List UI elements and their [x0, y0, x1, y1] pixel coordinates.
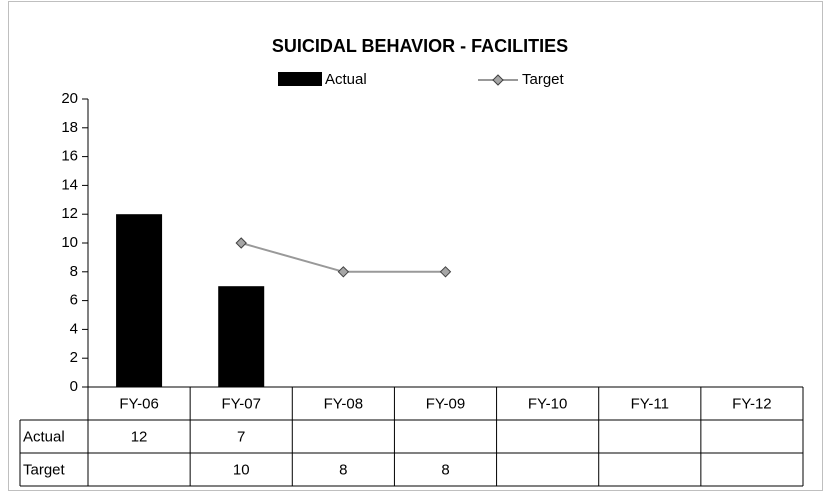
legend-swatch	[278, 72, 322, 86]
target-marker	[235, 237, 247, 249]
y-tick-label: 12	[61, 205, 78, 222]
x-tick-label: FY-09	[426, 395, 465, 412]
y-tick-label: 0	[70, 378, 78, 395]
chart-title: SUICIDAL BEHAVIOR - FACILITIES	[272, 36, 568, 56]
y-tick-label: 10	[61, 234, 78, 251]
legend-label: Target	[522, 71, 565, 88]
y-tick-label: 2	[70, 349, 78, 366]
x-tick-label: FY-10	[528, 395, 567, 412]
y-tick-label: 4	[70, 320, 78, 337]
x-tick-label: FY-06	[119, 395, 158, 412]
x-tick-label: FY-12	[732, 395, 771, 412]
x-tick-label: FY-11	[631, 395, 669, 412]
table-cell: 7	[237, 428, 245, 445]
y-tick-label: 8	[70, 263, 78, 280]
table-cell: 10	[233, 461, 250, 478]
x-tick-label: FY-08	[324, 395, 363, 412]
table-cell: 8	[441, 461, 449, 478]
target-marker	[337, 266, 350, 278]
y-tick-label: 6	[70, 292, 78, 309]
bar	[218, 286, 265, 387]
x-tick-label: FY-07	[221, 395, 260, 412]
table-cell: 12	[131, 428, 148, 445]
y-tick-label: 18	[61, 119, 78, 136]
legend-marker	[492, 74, 504, 86]
legend-label: Actual	[325, 71, 367, 88]
table-row-label: Actual	[23, 428, 65, 445]
y-tick-label: 14	[61, 176, 78, 193]
table-cell: 8	[339, 461, 347, 478]
bar	[116, 214, 163, 387]
y-tick-label: 16	[61, 148, 78, 165]
table-row-label: Target	[23, 461, 66, 478]
y-tick-label: 20	[61, 90, 78, 107]
target-marker	[439, 266, 452, 278]
